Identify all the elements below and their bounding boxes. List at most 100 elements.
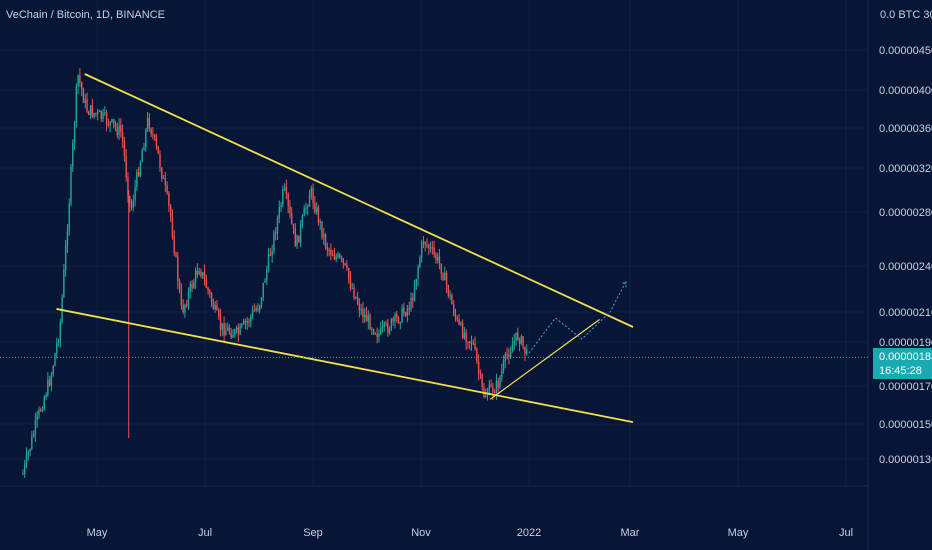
candle-body (182, 304, 184, 313)
candle-body (168, 192, 170, 206)
candle-body (218, 310, 220, 317)
candle-body (378, 333, 380, 337)
candle-body (123, 140, 126, 157)
candle-body (307, 206, 309, 209)
candle-body (470, 341, 473, 344)
candle-body (296, 235, 298, 247)
candle-body (276, 218, 279, 234)
candle-body (310, 188, 313, 196)
candle-body (166, 185, 168, 193)
candle-body (408, 308, 410, 310)
candle-body (59, 322, 62, 342)
candle-body (390, 318, 393, 330)
candle-body (372, 329, 375, 334)
candle-body (394, 314, 396, 322)
candle-body (420, 242, 423, 258)
candle-body (347, 268, 350, 279)
time-axis[interactable]: May Jul Sep Nov 2022 Mar May Jul (87, 527, 853, 539)
candle-body (40, 409, 42, 411)
candle-body (273, 232, 275, 252)
candle-body (223, 323, 225, 336)
candle-body (285, 187, 288, 195)
candle-body (228, 327, 231, 333)
trendline-lower[interactable] (56, 308, 634, 423)
candle-body (43, 397, 46, 410)
candle-body (449, 295, 451, 297)
candle-body (212, 302, 215, 309)
candle-body (385, 323, 387, 325)
candle-body (380, 327, 382, 334)
candle-body (367, 314, 369, 322)
candle-body (504, 354, 507, 362)
candle-body (520, 336, 523, 344)
candle-body (75, 86, 78, 124)
candle-body (447, 285, 450, 296)
candle-body (264, 280, 266, 283)
candle-body (513, 341, 515, 346)
candle-body (232, 334, 234, 338)
candle-body (269, 254, 272, 256)
candle-body (365, 314, 368, 322)
candle-body (95, 113, 97, 115)
candle-body (82, 89, 85, 103)
candle-body (105, 112, 108, 124)
candle-body (70, 166, 72, 204)
candle-body (497, 380, 499, 388)
candle-body (479, 372, 482, 375)
trendline-upper[interactable] (84, 73, 634, 328)
candle-body (193, 281, 195, 289)
candle-body (194, 270, 197, 282)
candle-body (88, 111, 90, 115)
symbol-title: VeChain / Bitcoin, 1D, BINANCE (6, 9, 165, 21)
candle-body (219, 316, 222, 330)
candle-body (79, 75, 81, 83)
candle-body (337, 254, 339, 257)
candle-body (486, 394, 489, 396)
candle-body (255, 308, 257, 311)
candle-body (109, 121, 111, 126)
candle-body (66, 231, 69, 246)
candle-body (442, 273, 444, 281)
candle-body (34, 420, 37, 435)
candle-body (209, 290, 211, 294)
candle-body (186, 304, 188, 306)
candle-body (45, 395, 47, 398)
candle-body (346, 264, 348, 269)
candle-body (490, 384, 492, 387)
candle-body (171, 216, 174, 237)
price-tick-label: 0.00000360 (879, 123, 932, 135)
candle-body (301, 216, 304, 225)
candle-body (524, 346, 526, 355)
candle-body (456, 317, 458, 320)
candle-body (280, 204, 282, 207)
time-tick-label: 2022 (517, 527, 541, 539)
price-tick-label: 0.00000136 (879, 454, 932, 466)
candle-body (187, 291, 190, 306)
candle-body (303, 208, 305, 217)
candle-body (374, 333, 377, 335)
candle-body (129, 196, 131, 205)
candle-body (102, 112, 104, 119)
candle-body (63, 269, 65, 298)
candle-body (515, 332, 517, 342)
candle-body (152, 134, 154, 136)
candle-body (422, 242, 425, 244)
trendline-rising[interactable] (489, 319, 600, 400)
candle-body (111, 119, 113, 122)
price-axis[interactable]: 0.00000450 0.00000400 0.00000360 0.00000320… (879, 45, 932, 466)
candle-body (342, 258, 345, 264)
candle-body (469, 341, 471, 343)
candle-body (330, 249, 332, 255)
candle-body (86, 99, 88, 112)
price-tick-label: 0.00000170 (879, 381, 932, 393)
candle-body (461, 322, 464, 338)
candle-body (225, 330, 227, 336)
candle-body (415, 278, 418, 288)
candle-body (509, 352, 512, 358)
candle-body (429, 247, 432, 249)
candle-body (474, 343, 476, 349)
projection-path[interactable] (528, 281, 627, 354)
candle-body (25, 454, 28, 464)
